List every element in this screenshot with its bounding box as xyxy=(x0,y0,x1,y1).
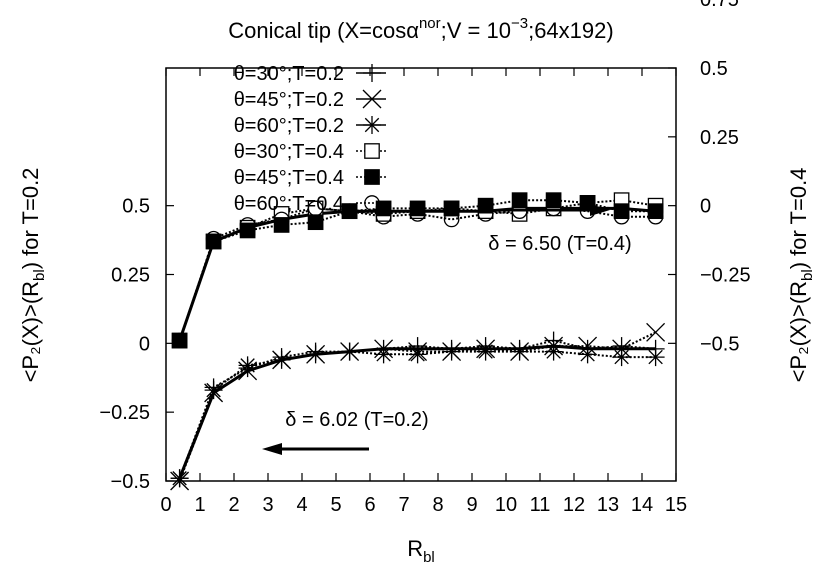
series-line xyxy=(178,199,656,341)
legend-label: θ=60°;T=0.2 xyxy=(234,115,344,137)
y-right-tick-label: 0 xyxy=(700,196,711,218)
y-left-tick-label: 0 xyxy=(139,333,150,355)
data-point xyxy=(341,203,358,220)
data-point xyxy=(647,208,664,225)
y-left-tick-label: −0.25 xyxy=(99,402,150,424)
data-point xyxy=(274,352,289,368)
x-tick-label: 6 xyxy=(364,494,375,516)
y-right-tick-label: 0.25 xyxy=(700,127,739,149)
legend-marker xyxy=(364,195,380,211)
y-left-axis-ticks: −0.5 −0.25 0 0.25 0.5 xyxy=(99,196,174,493)
data-point xyxy=(273,217,290,233)
x-tick-label: 10 xyxy=(495,494,517,516)
legend-marker xyxy=(362,89,382,109)
data-point xyxy=(444,344,459,359)
x-tick-label: 4 xyxy=(296,494,307,516)
x-tick-label: 3 xyxy=(262,494,273,516)
x-tick-label: 13 xyxy=(597,494,619,516)
legend-marker xyxy=(364,169,380,185)
x-axis-label: Rbl xyxy=(407,536,435,566)
data-point xyxy=(239,217,256,233)
data-point xyxy=(171,332,188,349)
data-point xyxy=(342,344,357,359)
x-tick-label: 14 xyxy=(631,494,653,516)
data-point xyxy=(375,208,392,225)
data-markers xyxy=(170,192,666,491)
data-point xyxy=(580,347,595,362)
y-right-tick-label: −0.25 xyxy=(700,265,751,287)
annotation-delta-T04: δ = 6.50 (T=0.4) xyxy=(488,233,631,255)
x-tick-label: 7 xyxy=(398,494,409,516)
legend-label: θ=30°;T=0.2 xyxy=(234,63,344,85)
title-end: ;64x192) xyxy=(528,18,614,43)
data-point xyxy=(443,211,460,228)
data-point xyxy=(409,200,426,217)
chart-title: Conical tip (X=cosαnor;V = 10−3;64x192) xyxy=(228,15,613,43)
title-main: Conical tip (X=cosα xyxy=(228,18,419,43)
y-left-tick-label: 0.5 xyxy=(122,196,150,218)
data-point xyxy=(307,200,324,217)
legend-label: θ=45°;T=0.2 xyxy=(234,89,344,111)
data-point xyxy=(614,349,629,365)
data-point xyxy=(409,206,426,222)
data-point xyxy=(478,344,493,359)
y-left-tick-label: −0.5 xyxy=(111,471,150,493)
data-point xyxy=(308,347,323,362)
title-mid: ;V = 10 xyxy=(441,18,511,43)
arrow-right-icon xyxy=(503,204,610,216)
data-point xyxy=(613,203,630,220)
x-tick-label: 2 xyxy=(228,494,239,516)
data-point xyxy=(240,358,255,373)
series-5 xyxy=(171,192,664,349)
data-point xyxy=(477,206,494,222)
x-tick-label: 8 xyxy=(432,494,443,516)
data-point xyxy=(206,382,221,398)
y-left-tick-label: 0.25 xyxy=(111,265,150,287)
y-right-tick-label: −0.5 xyxy=(700,333,739,355)
data-point xyxy=(172,471,187,486)
data-point xyxy=(205,230,222,247)
legend-marker xyxy=(364,117,380,133)
x-tick-label: 9 xyxy=(466,494,477,516)
data-point xyxy=(546,344,561,359)
data-point xyxy=(410,347,425,362)
x-tick-label: 0 xyxy=(160,494,171,516)
data-point xyxy=(273,211,290,228)
x-tick-label: 11 xyxy=(530,494,551,516)
title-sup-nor: nor xyxy=(419,15,441,32)
legend-label: θ=30°;T=0.4 xyxy=(234,141,344,163)
title-sup-exp: −3 xyxy=(511,15,528,32)
series-3 xyxy=(170,342,665,488)
y-right-tick-label: 0.5 xyxy=(700,58,728,80)
y-left-axis-label: <P₂(X)>(Rbl) for T=0.2 xyxy=(18,168,48,383)
x-tick-label: 12 xyxy=(563,494,585,516)
data-point xyxy=(511,192,528,209)
data-point xyxy=(545,200,562,217)
data-point xyxy=(512,344,527,359)
x-tick-label: 1 xyxy=(194,494,205,516)
legend-label: θ=60°;T=0.4 xyxy=(234,193,344,215)
arrow-left-icon xyxy=(262,443,369,455)
legend-label: θ=45°;T=0.4 xyxy=(234,167,344,189)
data-point xyxy=(307,214,324,231)
x-tick-label: 15 xyxy=(665,494,687,516)
x-tick-label: 5 xyxy=(330,494,341,516)
data-point xyxy=(647,203,664,220)
legend-marker xyxy=(364,143,380,159)
data-point xyxy=(443,200,460,217)
y-right-axis-label: <P₂(X)>(Rbl) for T=0.4 xyxy=(786,168,816,383)
x-axis-ticks: 0 1 2 3 4 5 6 7 8 9 10 11 12 13 14 15 xyxy=(160,68,687,516)
legend: θ=30°;T=0.2 θ=45°;T=0.2 θ=60°;T=0.2 θ=30°;T… xyxy=(234,63,386,215)
data-point xyxy=(545,192,562,209)
data-point xyxy=(613,208,630,225)
data-point xyxy=(646,322,666,342)
data-point xyxy=(648,349,663,365)
data-point xyxy=(239,222,256,239)
data-point xyxy=(376,347,391,362)
data-point xyxy=(477,197,494,214)
annotation-delta-T02: δ = 6.02 (T=0.2) xyxy=(285,409,428,431)
y-right-tick-label: 0.75 xyxy=(700,0,739,11)
